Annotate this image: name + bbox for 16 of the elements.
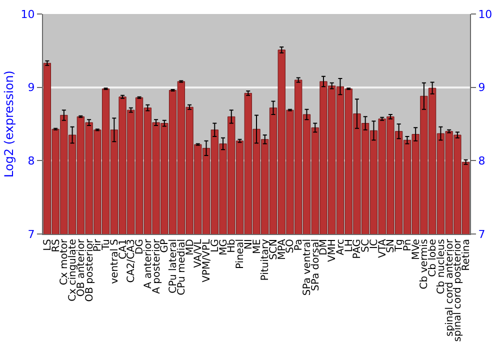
x-tick-label: Pituitary: [260, 238, 272, 281]
y-tick-label: 9: [28, 81, 35, 94]
x-tick-label: A posterior: [151, 238, 162, 294]
y-tick-label: 7: [28, 228, 35, 241]
x-tick-label: Tg: [394, 239, 406, 252]
x-tick-label: Retina: [461, 239, 472, 271]
y2-tick-label: 7: [478, 228, 486, 241]
y2-tick-label: 9: [478, 81, 486, 94]
y2-tick-label: 8: [478, 154, 486, 168]
y-tick-label: 10: [20, 8, 35, 21]
y-axis-title: Log2 (expression): [2, 70, 16, 178]
x-tick-label: spinal cord posterior: [452, 238, 464, 342]
y-tick-label: 8: [28, 154, 35, 168]
x-tick-label: ME: [252, 239, 263, 254]
x-tick-label: OB posterior: [84, 238, 96, 302]
y2-tick-label: 10: [478, 8, 492, 21]
